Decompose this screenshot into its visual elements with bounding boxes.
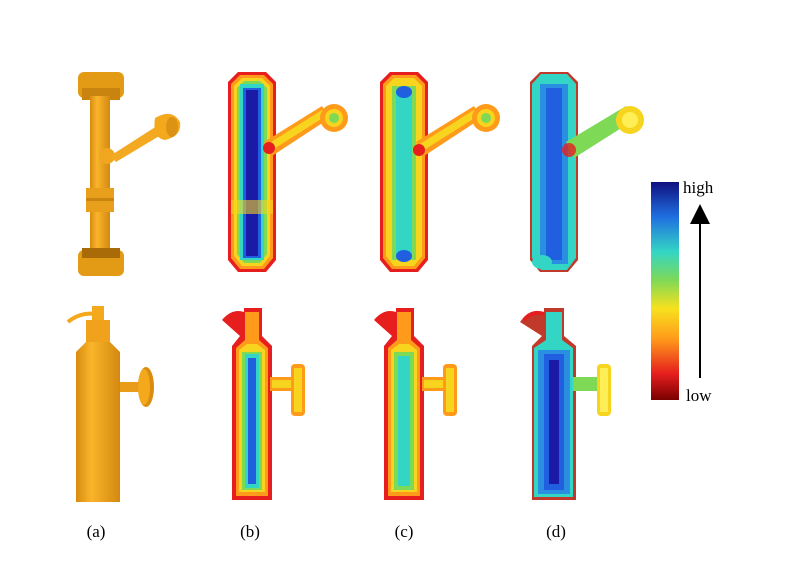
- panel-d-bottle-heatmap: [520, 308, 611, 500]
- panel-label-c: (c): [394, 522, 414, 541]
- colorbar-gradient: [651, 182, 679, 400]
- colorbar-low-label: low: [686, 386, 712, 405]
- panel-label-b: (b): [240, 522, 260, 541]
- panel-label-a: (a): [86, 522, 106, 541]
- panel-b-bottle-heatmap: [222, 308, 305, 500]
- panel-c-bottle-heatmap: [374, 308, 457, 500]
- colorbar: [651, 182, 710, 400]
- panel-c-shower-heatmap: [380, 72, 500, 272]
- colorbar-high-label: high: [683, 178, 714, 197]
- panel-d-shower-heatmap: [530, 72, 644, 272]
- panel-a-shower-model: [78, 72, 181, 276]
- panel-b-shower-heatmap: [228, 72, 348, 272]
- panel-label-d: (d): [546, 522, 566, 541]
- panel-a-bottle-model: [66, 306, 154, 502]
